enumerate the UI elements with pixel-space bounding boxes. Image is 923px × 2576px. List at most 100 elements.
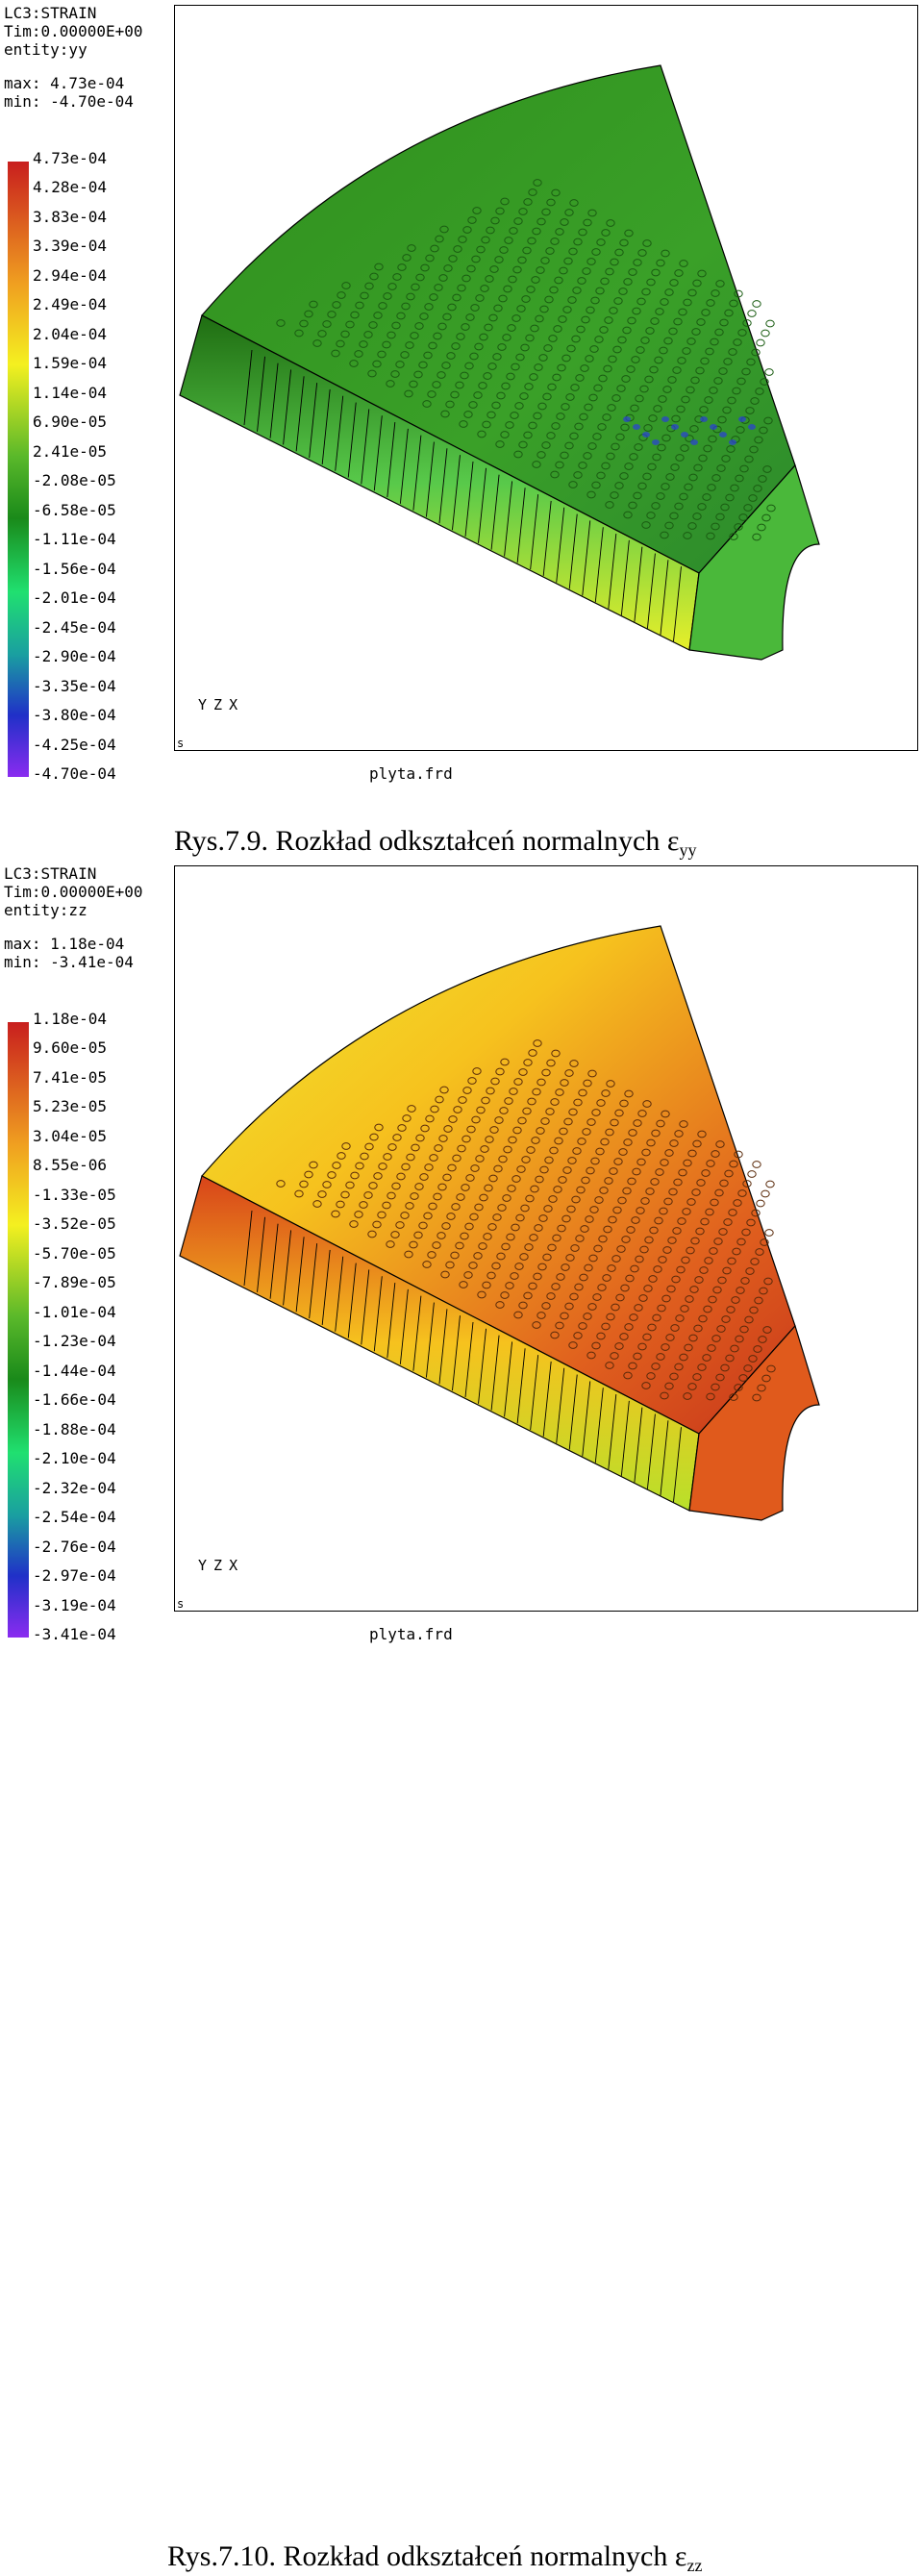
hole <box>322 320 332 328</box>
fin-line <box>568 513 578 589</box>
hole <box>616 1245 626 1253</box>
fin-line <box>425 441 435 517</box>
hole <box>745 1267 755 1275</box>
hole <box>591 248 601 256</box>
low-strain-spot <box>719 432 727 438</box>
hole <box>593 384 603 392</box>
hole <box>438 274 448 282</box>
hole <box>562 1166 572 1174</box>
hole <box>409 1240 418 1249</box>
hole <box>754 1296 763 1305</box>
hole <box>559 1127 568 1136</box>
hole <box>540 1117 550 1125</box>
hole <box>561 354 571 363</box>
hole <box>586 1351 596 1360</box>
hole <box>575 1235 585 1242</box>
hole <box>667 376 677 384</box>
hole <box>614 1109 624 1117</box>
hole <box>435 1095 444 1104</box>
hole <box>679 492 688 501</box>
hole <box>763 416 773 425</box>
hole <box>740 1277 750 1285</box>
hole <box>478 382 487 389</box>
hole <box>507 1185 516 1192</box>
hole <box>764 1229 774 1237</box>
hole <box>409 380 418 388</box>
hole <box>570 1244 580 1252</box>
hole <box>341 282 351 289</box>
hole <box>364 1142 374 1151</box>
hole <box>413 370 423 379</box>
hole <box>761 1374 771 1383</box>
hole <box>654 356 663 364</box>
hole <box>687 1383 697 1390</box>
hole <box>383 1153 392 1161</box>
fin-line <box>464 461 474 538</box>
hole <box>533 412 542 420</box>
fin-line <box>478 1328 486 1404</box>
hole <box>599 326 609 334</box>
min-value: min: -3.41e-04 <box>4 953 134 971</box>
fin-line <box>620 539 630 615</box>
hole <box>650 317 660 325</box>
model-viewport[interactable]: Y Z X s <box>174 865 918 1612</box>
hole <box>702 493 711 501</box>
hole <box>462 1135 471 1143</box>
hole <box>481 1096 490 1105</box>
hole <box>443 264 453 272</box>
hole <box>633 259 642 266</box>
hole <box>611 1303 620 1312</box>
hole <box>518 208 528 215</box>
hole <box>511 314 521 322</box>
hole <box>363 331 373 338</box>
hole <box>418 361 428 369</box>
low-strain-spot <box>661 416 669 422</box>
hole <box>699 406 709 413</box>
hole <box>695 1227 705 1236</box>
hole <box>619 472 629 480</box>
hole <box>608 1215 617 1224</box>
hole <box>610 1352 619 1360</box>
hole <box>716 1325 726 1333</box>
hole <box>368 1182 378 1189</box>
low-strain-spot <box>681 432 688 438</box>
hole <box>526 286 536 293</box>
hole <box>606 1313 615 1321</box>
hole <box>523 1291 533 1300</box>
model-viewport[interactable]: Y Z X s <box>174 5 918 751</box>
hole <box>648 1275 658 1283</box>
hole <box>530 1185 539 1193</box>
hole <box>712 1286 722 1294</box>
hole <box>511 1223 520 1232</box>
hole <box>691 328 701 336</box>
hole <box>667 1237 677 1244</box>
hole <box>666 1285 676 1293</box>
hole <box>576 325 586 334</box>
hole <box>587 209 597 217</box>
hole <box>634 443 643 451</box>
fin-line <box>504 1341 513 1417</box>
hole <box>744 1315 754 1324</box>
hole <box>743 1364 753 1372</box>
hole <box>566 344 576 353</box>
hole <box>605 1128 614 1137</box>
hole <box>445 400 455 409</box>
legend-ticks: 1.18e-04 9.60e-05 7.41e-05 5.23e-05 3.04e-05… <box>33 1011 167 1645</box>
hole <box>461 1184 470 1191</box>
hole <box>615 1293 625 1302</box>
low-strain-spot <box>729 439 736 445</box>
hole <box>400 351 410 359</box>
fin-line <box>490 474 500 550</box>
hole <box>511 1175 521 1183</box>
hole <box>696 318 706 326</box>
hole <box>479 333 488 341</box>
hole <box>573 1098 583 1107</box>
hole <box>675 1314 685 1322</box>
hole <box>714 328 724 337</box>
hole <box>733 338 742 346</box>
hole <box>422 400 432 408</box>
hole <box>586 490 596 499</box>
hole <box>540 257 550 264</box>
hole <box>664 521 674 530</box>
hole <box>686 338 696 345</box>
